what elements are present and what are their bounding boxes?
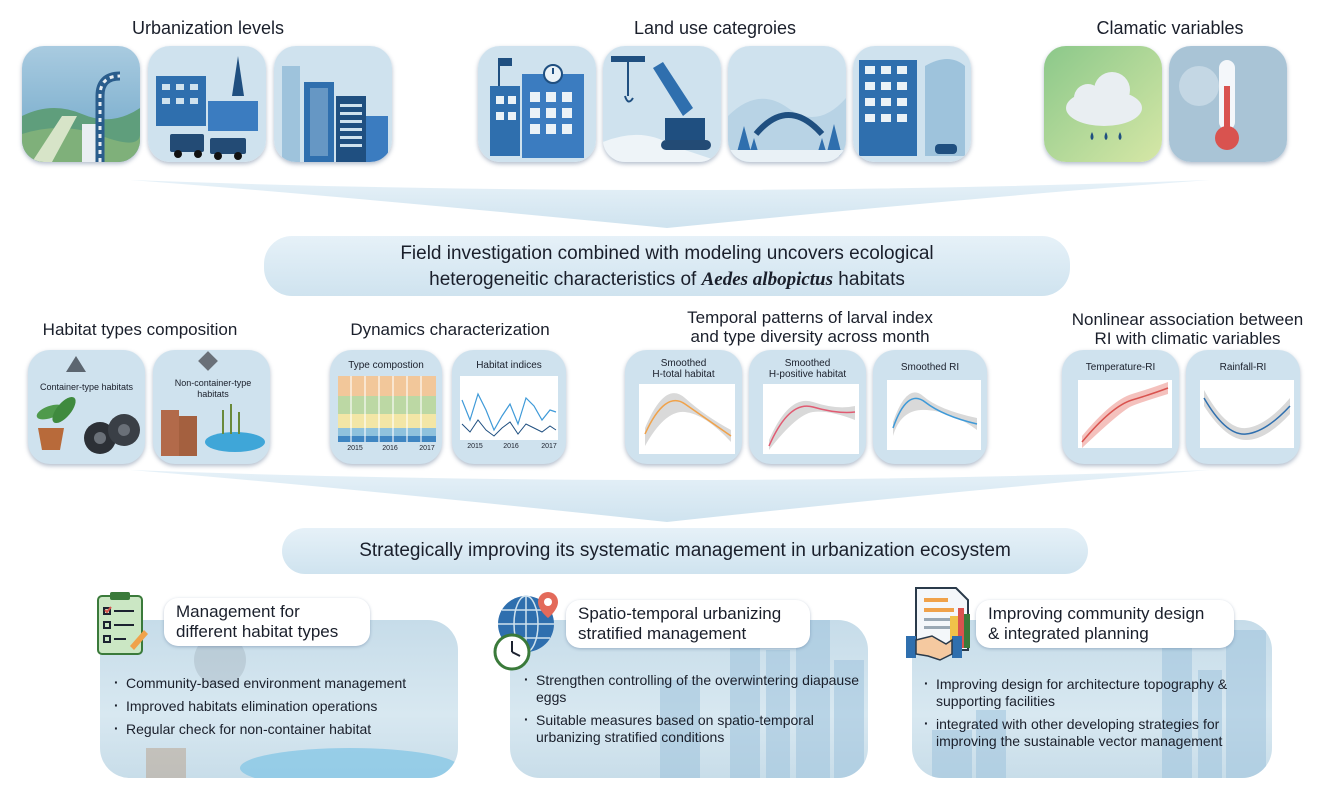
clock-icon [492, 632, 532, 672]
card2-bullets: Strengthen controlling of the overwinter… [524, 671, 860, 752]
rainfall-ri-label: Rainfall-RI [1219, 362, 1267, 373]
year-2015-b: 2015 [467, 443, 483, 450]
temporal-title: Temporal patterns of larval index and typ… [687, 308, 933, 346]
temperature-tile [1169, 46, 1287, 162]
smoothed-hpositive-tile: Smoothed H-positive habitat [749, 350, 866, 464]
land-use-categories-title: Land use categroies [633, 18, 797, 38]
smoothed-htotal-label: Smoothed H-total habitat [652, 358, 715, 380]
checklist-icon [96, 590, 148, 656]
park-bridge-tile [728, 46, 846, 162]
smoothed-htotal-tile: Smoothed H-total habitat [625, 350, 742, 464]
card3-bullet-2: integrated with other developing strateg… [924, 715, 1270, 750]
smoothed-ri-tile: Smoothed RI [873, 350, 987, 464]
urban-skyline-tile [274, 46, 392, 162]
rainfall-tile [1044, 46, 1162, 162]
banner1-line2: heterogeneitic characteristics of Aedes … [429, 269, 905, 290]
public-building-tile [478, 46, 596, 162]
urbanization-levels-title: Urbanization levels [131, 18, 285, 38]
temperature-ri-label: Temperature-RI [1085, 362, 1156, 373]
card3-bullets: Improving design for architecture topogr… [924, 675, 1270, 756]
card2-bullet-2: Suitable measures based on spatio-tempor… [524, 711, 860, 746]
habitat-indices-tile: Habitat indices 2015 2016 2017 [452, 350, 566, 464]
year-2016-a: 2016 [382, 445, 398, 452]
habitat-indices-label: Habitat indices [476, 360, 542, 371]
card1-bullet-3: Regular check for non-container habitat [114, 720, 454, 738]
rural-landscape-tile [22, 46, 140, 162]
habitat-types-title: Habitat types composition [42, 320, 238, 339]
card2-title: Spatio-temporal urbanizing stratified man… [566, 600, 810, 648]
card2-bullet-1: Strengthen controlling of the overwinter… [524, 671, 860, 706]
year-2015-a: 2015 [347, 445, 363, 452]
type-composition-label: Type compostion [348, 360, 424, 371]
card1-bullet-2: Improved habitats elimination operations [114, 697, 454, 715]
year-2017-a: 2017 [419, 445, 435, 452]
top-fan-connector [130, 180, 1210, 228]
smoothed-ri-label: Smoothed RI [900, 362, 960, 373]
card1-bullets: Community-based environment management I… [114, 674, 454, 744]
card3-bullet-1: Improving design for architecture topogr… [924, 675, 1270, 710]
card1-title: Management for different habitat types [164, 598, 370, 646]
field-investigation-banner: Field investigation combined with modeli… [264, 236, 1070, 296]
container-type-label: Container-type habitats [39, 382, 134, 392]
strategic-management-banner: Strategically improving its systematic m… [282, 528, 1088, 574]
banner1-line1: Field investigation combined with modeli… [400, 243, 934, 264]
noncontainer-type-label: Non-container-type habitats [174, 378, 252, 399]
suburban-factory-tile [148, 46, 266, 162]
dynamics-title: Dynamics characterization [350, 320, 550, 339]
type-composition-tile: Type compostion 2015 2016 2017 [330, 350, 442, 464]
smoothed-hpositive-label: Smoothed H-positive habitat [768, 358, 847, 380]
climatic-variables-title: Clamatic variables [1096, 18, 1244, 38]
card1-bullet-1: Community-based environment management [114, 674, 454, 692]
card3-title: Improving community design & integrated p… [976, 600, 1234, 648]
thermometer-icon [1215, 60, 1239, 150]
handshake-icon [906, 628, 962, 664]
middle-fan-connector [130, 470, 1210, 522]
nonlinear-title: Nonlinear association between RI with cli… [1071, 310, 1304, 348]
temperature-ri-tile: Temperature-RI [1062, 350, 1179, 464]
year-2016-b: 2016 [503, 443, 519, 450]
residential-tower-tile [853, 46, 971, 162]
container-habitat-tile: Container-type habitats [28, 350, 145, 464]
construction-site-tile [603, 46, 721, 162]
noncontainer-habitat-tile: Non-container-type habitats [153, 350, 270, 464]
year-2017-b: 2017 [541, 443, 557, 450]
cloud-rain-icon [1066, 72, 1142, 140]
rainfall-ri-tile: Rainfall-RI [1186, 350, 1300, 464]
